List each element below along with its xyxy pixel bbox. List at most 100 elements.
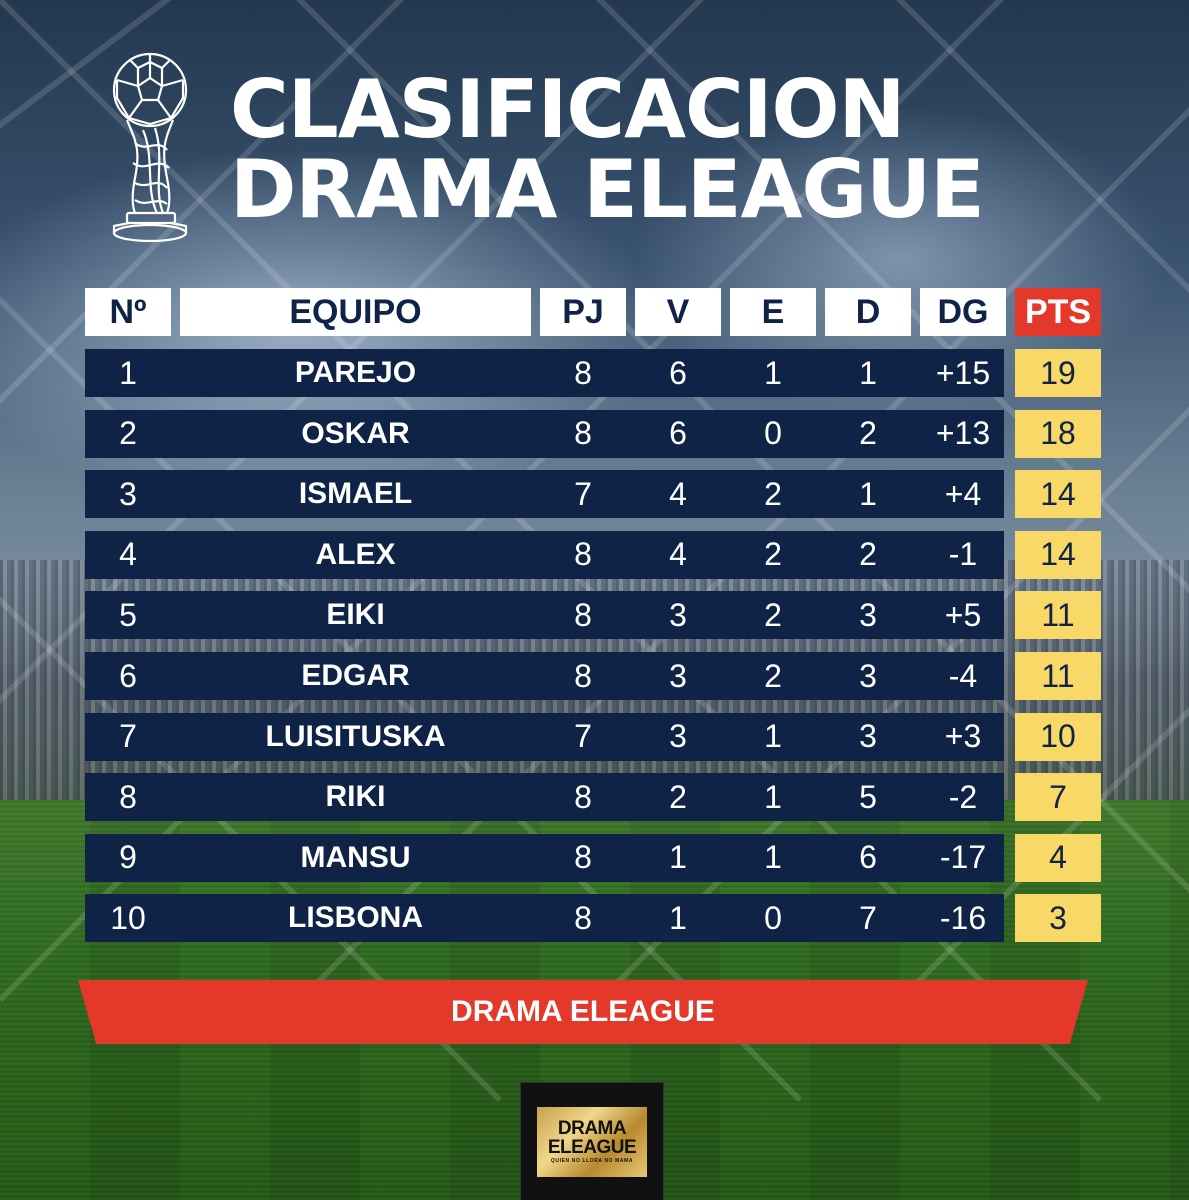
cell-dg: -17 bbox=[939, 839, 987, 876]
header-pts: PTS bbox=[1015, 288, 1101, 336]
cell-v: 3 bbox=[669, 596, 687, 633]
cell-pj: 8 bbox=[574, 657, 592, 694]
cell-dg: +15 bbox=[935, 354, 991, 391]
cell-dg: +5 bbox=[944, 596, 982, 633]
cell-e: 1 bbox=[764, 778, 782, 815]
cell-e: 1 bbox=[764, 718, 782, 755]
header-dg: DG bbox=[920, 288, 1006, 336]
header-d: D bbox=[825, 288, 911, 336]
cell-pj: 8 bbox=[574, 899, 592, 936]
cell-v: 4 bbox=[669, 536, 687, 573]
cell-e: 2 bbox=[764, 475, 782, 512]
table-row bbox=[85, 712, 1004, 761]
cell-team: ISMAEL bbox=[298, 477, 413, 511]
title-line-2: DRAMA ELEAGUE bbox=[230, 143, 985, 236]
cell-pts: 19 bbox=[1015, 349, 1101, 397]
league-logo: DRAMA ELEAGUE QUIEN NO LLORA NO MAMA bbox=[521, 1083, 663, 1200]
cell-pos: 9 bbox=[119, 839, 137, 876]
cell-dg: -2 bbox=[948, 778, 978, 815]
cell-d: 7 bbox=[859, 899, 877, 936]
cell-d: 2 bbox=[859, 415, 877, 452]
title-line-1: CLASIFICACION bbox=[230, 63, 905, 156]
cell-e: 1 bbox=[764, 354, 782, 391]
cell-e: 0 bbox=[764, 899, 782, 936]
table-row bbox=[85, 894, 1004, 943]
cell-v: 1 bbox=[669, 839, 687, 876]
cell-dg: -1 bbox=[948, 536, 978, 573]
logo-line-2: ELEAGUE bbox=[547, 1137, 637, 1158]
cell-team: EIKI bbox=[326, 598, 385, 632]
cell-pos: 2 bbox=[119, 415, 137, 452]
header-team: EQUIPO bbox=[180, 288, 531, 336]
cell-e: 2 bbox=[764, 596, 782, 633]
cell-pj: 8 bbox=[574, 354, 592, 391]
cell-pj: 8 bbox=[574, 536, 592, 573]
logo-badge: DRAMA ELEAGUE QUIEN NO LLORA NO MAMA bbox=[537, 1107, 647, 1177]
table-row bbox=[85, 591, 1004, 640]
standings-table: Nº EQUIPO PJ V E D DG PTS 1 PAREJO 8 6 1 1 +15… bbox=[85, 288, 1101, 943]
cell-pts: 14 bbox=[1015, 530, 1101, 579]
cell-d: 5 bbox=[859, 778, 877, 815]
cell-pj: 8 bbox=[574, 839, 592, 876]
cell-dg: -4 bbox=[948, 657, 978, 694]
trophy-icon bbox=[112, 52, 188, 243]
cell-pj: 8 bbox=[574, 415, 592, 452]
cell-e: 2 bbox=[764, 536, 782, 573]
cell-team: ALEX bbox=[315, 537, 396, 571]
cell-dg: +13 bbox=[935, 415, 991, 452]
cell-d: 6 bbox=[859, 839, 877, 876]
cell-dg: -16 bbox=[939, 899, 987, 936]
header-e: E bbox=[730, 288, 816, 336]
cell-pts: 3 bbox=[1015, 894, 1101, 943]
cell-pj: 7 bbox=[574, 475, 592, 512]
banner-text: DRAMA ELEAGUE bbox=[451, 995, 715, 1028]
header-v: V bbox=[635, 288, 721, 336]
table-row bbox=[85, 833, 1004, 882]
table-row bbox=[85, 652, 1004, 700]
cell-pts: 14 bbox=[1015, 470, 1101, 519]
cell-v: 6 bbox=[669, 415, 687, 452]
cell-v: 4 bbox=[669, 475, 687, 512]
cell-pts: 4 bbox=[1015, 833, 1101, 882]
table-row bbox=[85, 530, 1004, 579]
cell-pj: 8 bbox=[574, 596, 592, 633]
table-row bbox=[85, 773, 1004, 822]
table-row bbox=[85, 470, 1004, 519]
cell-v: 6 bbox=[669, 354, 687, 391]
cell-d: 3 bbox=[859, 596, 877, 633]
cell-e: 2 bbox=[764, 657, 782, 694]
cell-pos: 3 bbox=[119, 475, 137, 512]
cell-team: EDGAR bbox=[301, 659, 410, 692]
cell-d: 3 bbox=[859, 718, 877, 755]
logo-line-1: DRAMA bbox=[557, 1118, 627, 1139]
cell-pts: 11 bbox=[1015, 652, 1101, 700]
cell-team: PAREJO bbox=[294, 356, 417, 389]
cell-d: 1 bbox=[859, 475, 877, 512]
cell-pos: 4 bbox=[119, 536, 137, 573]
cell-pos: 6 bbox=[119, 657, 137, 694]
header-pos: Nº bbox=[85, 288, 171, 336]
table-row bbox=[85, 409, 1004, 458]
cell-pts: 11 bbox=[1015, 591, 1101, 640]
cell-pts: 7 bbox=[1015, 773, 1101, 822]
header: CLASIFICACION DRAMA ELEAGUE bbox=[0, 0, 1189, 260]
cell-v: 1 bbox=[669, 899, 687, 936]
cell-pos: 1 bbox=[119, 354, 137, 391]
cell-team: OSKAR bbox=[301, 416, 410, 450]
cell-dg: +4 bbox=[944, 475, 982, 512]
cell-pos: 5 bbox=[119, 596, 137, 633]
cell-team: RIKI bbox=[325, 780, 386, 814]
cell-d: 2 bbox=[859, 536, 877, 573]
cell-pos: 7 bbox=[119, 718, 137, 755]
cell-e: 0 bbox=[764, 415, 782, 452]
cell-e: 1 bbox=[764, 839, 782, 876]
cell-d: 3 bbox=[859, 657, 877, 694]
cell-v: 2 bbox=[669, 778, 687, 815]
cell-team: LUISITUSKA bbox=[265, 719, 446, 753]
footer-banner: DRAMA ELEAGUE bbox=[78, 980, 1088, 1044]
cell-pos: 8 bbox=[119, 778, 137, 815]
cell-d: 1 bbox=[859, 354, 877, 391]
cell-v: 3 bbox=[669, 657, 687, 694]
cell-pts: 10 bbox=[1015, 712, 1101, 761]
